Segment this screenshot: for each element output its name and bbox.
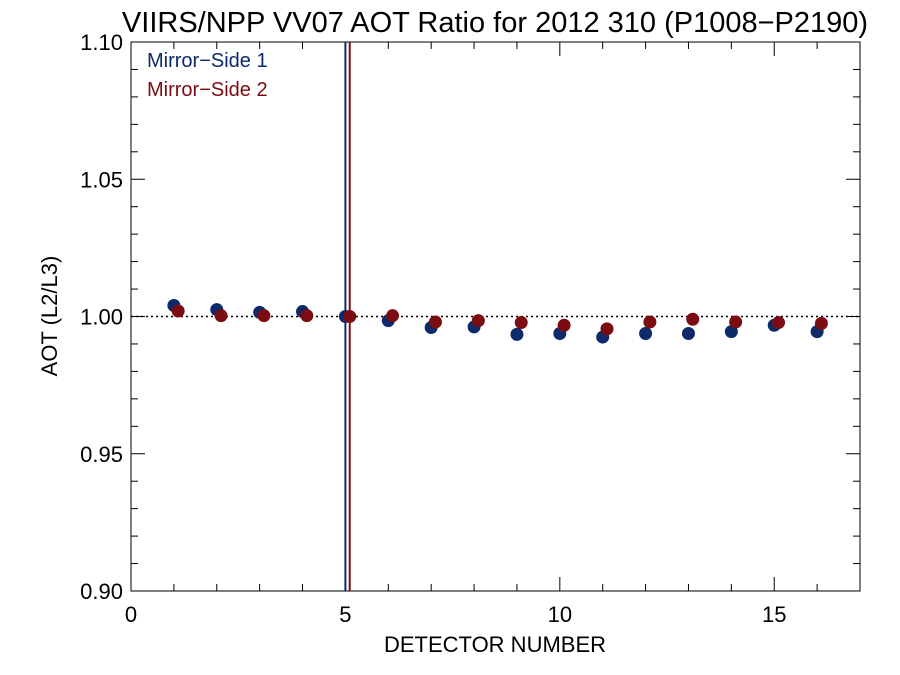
y-tick-label: 0.90 xyxy=(80,579,123,604)
data-point-series-2 xyxy=(214,309,228,323)
y-tick-label: 1.00 xyxy=(80,305,123,330)
y-axis-label: AOT (L2/L3) xyxy=(37,256,62,377)
data-point-series-2 xyxy=(343,310,357,323)
x-tick-label: 10 xyxy=(548,602,572,627)
data-point-series-1 xyxy=(639,327,653,341)
y-tick-label: 1.05 xyxy=(80,167,123,192)
data-point-series-2 xyxy=(471,314,485,328)
minor-ticks xyxy=(131,42,861,591)
x-tick-label: 0 xyxy=(125,602,137,627)
data-point-series-2 xyxy=(171,304,185,318)
data-point-series-2 xyxy=(300,309,314,323)
data-point-series-2 xyxy=(600,322,614,336)
x-tick-label: 5 xyxy=(339,602,351,627)
data-point-series-2 xyxy=(772,316,786,330)
x-tick-labels: 0 5 10 15 xyxy=(125,602,787,627)
data-point-series-2 xyxy=(257,309,271,323)
legend: Mirror−Side 1 Mirror−Side 2 xyxy=(147,50,268,101)
chart-title: VIIRS/NPP VV07 AOT Ratio for 2012 310 (P… xyxy=(122,7,868,39)
major-ticks xyxy=(130,41,860,592)
data-point-series-2 xyxy=(386,309,400,323)
data-point-series-1 xyxy=(510,327,524,341)
data-point-series-2 xyxy=(643,315,657,329)
plot-area xyxy=(130,41,861,592)
data-point-series-2 xyxy=(729,315,743,329)
x-tick-label: 15 xyxy=(762,602,786,627)
data-point-series-2 xyxy=(557,318,571,332)
plot-frame xyxy=(130,41,861,592)
y-tick-label: 0.95 xyxy=(80,442,123,467)
data-point-series-1 xyxy=(681,327,695,341)
data-point-series-2 xyxy=(814,316,828,330)
y-tick-label: 1.10 xyxy=(80,30,123,55)
x-axis-label: DETECTOR NUMBER xyxy=(384,632,606,657)
data-point-series-2 xyxy=(514,316,528,330)
legend-entry-mirror-side-2: Mirror−Side 2 xyxy=(147,79,268,101)
data-points xyxy=(167,299,828,344)
data-point-series-2 xyxy=(686,312,700,326)
y-tick-labels: 0.90 0.95 1.00 1.05 1.10 xyxy=(80,30,123,604)
legend-entry-mirror-side-1: Mirror−Side 1 xyxy=(147,50,268,72)
data-point-series-2 xyxy=(428,315,442,329)
